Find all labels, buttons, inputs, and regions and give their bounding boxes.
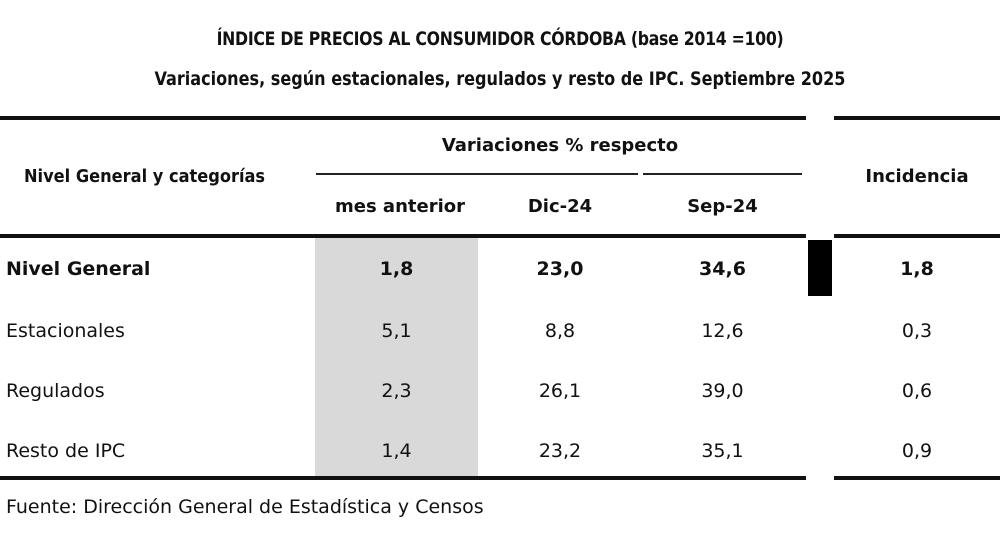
cell-incidencia: 0,9: [901, 440, 933, 462]
source-note: Fuente: Dirección General de Estadística…: [6, 496, 484, 518]
page-title: ÍNDICE DE PRECIOS AL CONSUMIDOR CÓRDOBA …: [216, 28, 784, 50]
header-col-mes-anterior: mes anterior: [334, 196, 465, 217]
header-group-rule-1: [316, 173, 638, 175]
row-label: Regulados: [6, 380, 105, 402]
table-top-rule-incidence: [834, 116, 1000, 120]
cell-dic24: 23,2: [538, 440, 582, 462]
header-row-label-text: Nivel General y categorías: [23, 166, 265, 187]
header-group-rule-2: [643, 173, 802, 175]
cell-dic24: 23,0: [536, 258, 584, 280]
cell-sep24: 34,6: [699, 258, 746, 280]
header-col-dic24: Dic-24: [527, 196, 593, 217]
row-label: Nivel General: [6, 258, 151, 280]
cell-mes-anterior: 5,1: [381, 320, 412, 342]
highlight-column: [315, 238, 478, 476]
black-marker: [808, 240, 832, 296]
header-col-sep24: Sep-24: [687, 196, 758, 217]
cell-incidencia: 0,3: [901, 320, 933, 342]
cell-sep24: 39,0: [701, 380, 744, 402]
table-top-rule: [0, 116, 806, 120]
table-bottom-rule: [0, 476, 806, 480]
cell-sep24: 35,1: [701, 440, 744, 462]
cell-dic24: 26,1: [538, 380, 582, 402]
cell-mes-anterior: 1,8: [379, 258, 414, 280]
cell-mes-anterior: 1,4: [381, 440, 412, 462]
table-bottom-rule-incidence: [834, 476, 1000, 480]
header-col-incidencia: Incidencia: [865, 166, 969, 187]
header-bottom-rule-incidence: [834, 234, 1000, 238]
page-subtitle: Variaciones, según estacionales, regulad…: [154, 68, 846, 90]
row-label: Estacionales: [6, 320, 125, 342]
cell-incidencia: 1,8: [900, 258, 934, 280]
cell-mes-anterior: 2,3: [381, 380, 412, 402]
header-group-label: Variaciones % respecto: [441, 135, 679, 156]
row-label: Resto de IPC: [6, 440, 126, 462]
cell-incidencia: 0,6: [901, 380, 933, 402]
header-bottom-rule: [0, 234, 806, 238]
cell-sep24: 12,6: [701, 320, 744, 342]
cell-dic24: 8,8: [544, 320, 576, 342]
header-row-label: Nivel General y categorías: [0, 166, 315, 187]
